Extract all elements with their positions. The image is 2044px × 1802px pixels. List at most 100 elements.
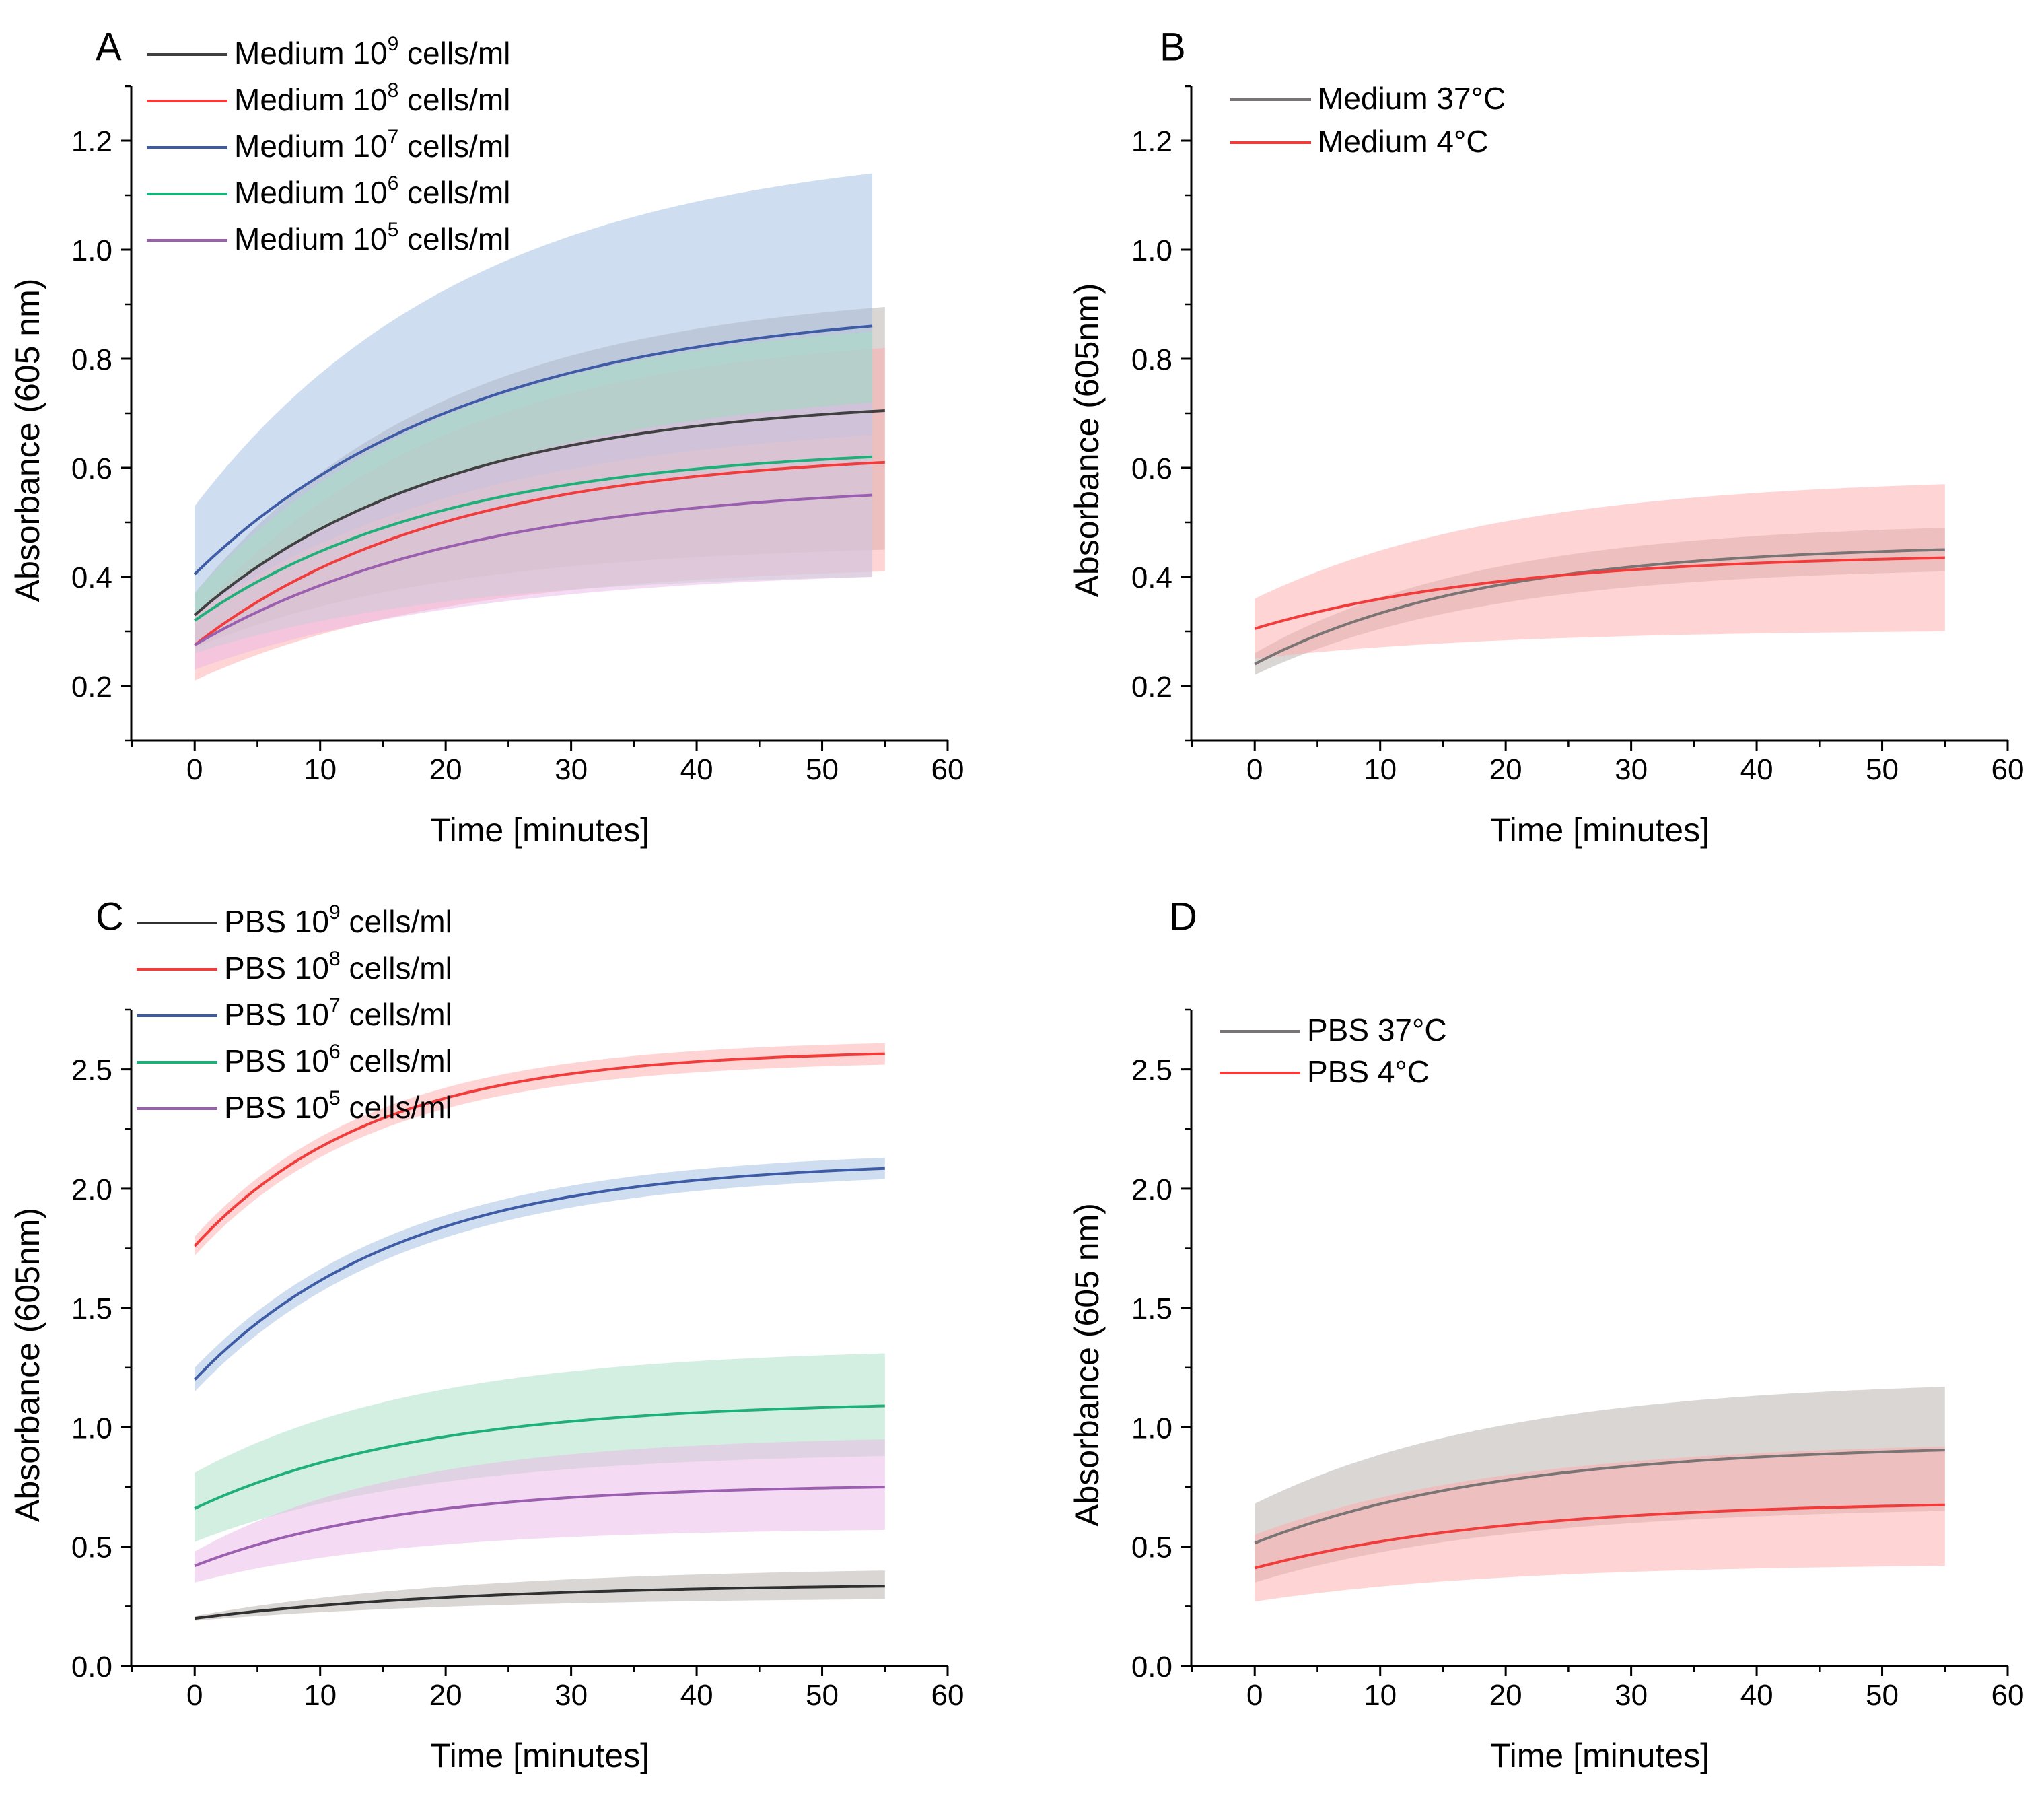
legend-item: Medium 106 cells/ml [147,172,510,210]
y-tick-label: 2.5 [1131,1054,1172,1087]
legend-label-exponent: 5 [388,219,399,241]
x-tick-label: 20 [429,753,462,786]
series-line-2 [193,460,885,646]
x-tick-label: 50 [1866,1679,1899,1712]
legend-label: PBS 107 cells/ml [224,994,452,1032]
y-tick-label: 1.5 [1131,1292,1172,1325]
y-axis-title: Absorbance (605 nm) [1068,1203,1106,1527]
x-tick-label: 60 [931,1679,964,1712]
series-line-2 [1254,1503,1945,1570]
legend-item: PBS 106 cells/ml [137,1041,452,1078]
legend-label-exponent: 9 [329,901,341,924]
legend-label-unit: cells/ml [341,1090,452,1125]
chart-panel-d: D 0 10 20 30 40 50 60 0.0 0.5 1.0 1.5 2.0 2.5 Time [mi… [1068,895,2024,1774]
series-line-1 [1254,548,1945,666]
x-tick-label: 30 [555,753,588,786]
x-tick-label: 0 [186,1679,203,1712]
series-line-3 [193,1167,885,1381]
y-tick-label: 1.0 [71,234,112,267]
legend-item: Medium 105 cells/ml [147,219,510,256]
x-tick-label: 30 [1615,1679,1648,1712]
y-axis-title: Absorbance (605 nm) [9,279,46,602]
chart-panel-c: C 0 10 20 30 40 50 60 0.0 0.5 1.0 1.5 2.0 2.5 Time [mi… [9,895,964,1774]
legend-item: PBS 108 cells/ml [137,948,452,985]
legend-label-base: PBS 10 [224,1043,329,1078]
x-tick-label: 0 [1246,1679,1263,1712]
series-line-1 [1254,1449,1945,1545]
x-tick-label: 20 [1489,1679,1522,1712]
y-tick-label: 0.2 [71,670,112,703]
legend-label-base: Medium 10 [234,129,388,164]
legend-item: Medium 109 cells/ml [147,33,510,71]
legend-label-unit: cells/ml [341,904,452,939]
x-axis-title: Time [minutes] [430,1737,649,1774]
legend-label: Medium 37°C [1318,81,1506,116]
series-line-5 [194,1486,885,1567]
legend-item: PBS 109 cells/ml [137,901,452,939]
y-tick-label: 1.2 [71,125,112,158]
legend-label-unit: cells/ml [341,997,452,1032]
y-tick-label: 2.5 [71,1054,112,1087]
legend-label: PBS 106 cells/ml [224,1041,452,1078]
y-tick-label: 1.0 [1131,1412,1172,1445]
x-tick-label: 50 [806,1679,839,1712]
legend-label: Medium 108 cells/ml [234,79,510,117]
x-tick-label: 10 [1364,753,1397,786]
x-tick-label: 30 [1615,753,1648,786]
legend-label-unit: cells/ml [398,129,510,164]
series-line-2 [193,1052,885,1247]
legend-item: Medium 4°C [1230,124,1489,159]
x-tick-label: 0 [1246,753,1263,786]
y-tick-label: 1.0 [71,1412,112,1445]
x-tick-label: 10 [304,753,337,786]
x-axis-title: Time [minutes] [1490,1737,1710,1774]
legend-label-exponent: 6 [388,172,399,195]
legend-label-unit: cells/ml [341,1043,452,1078]
series-lines [193,1052,885,1620]
panel-letter: C [96,895,124,939]
legend-label-exponent: 6 [329,1041,341,1063]
legend-label-base: Medium 10 [234,221,388,256]
y-tick-label: 0.6 [71,452,112,485]
y-tick-label: 0.8 [71,343,112,376]
x-tick-label: 0 [186,753,203,786]
x-tick-label: 60 [1992,753,2024,786]
series-line-4 [194,455,873,622]
legend-label-unit: cells/ml [398,82,510,117]
legend-item: PBS 105 cells/ml [137,1087,452,1125]
chart-panel-a: A 0 10 20 30 40 50 60 0.2 0.4 0.6 0.8 1.0 1.2 Time [mi… [9,26,964,849]
x-tick-label: 10 [1364,1679,1397,1712]
legend-label: PBS 109 cells/ml [224,901,452,939]
y-tick-label: 0.6 [1131,452,1172,485]
band-series-2 [1255,1446,1945,1602]
legend-item: PBS 37°C [1220,1012,1447,1047]
y-tick-label: 0.8 [1131,343,1172,376]
y-tick-label: 0.4 [71,561,112,594]
band-series-1 [195,1570,885,1621]
legend-label: PBS 4°C [1307,1054,1430,1089]
panel-letter: B [1160,26,1186,69]
legend-label-base: Medium 10 [234,36,388,71]
legend-label-base: PBS 10 [224,997,329,1032]
legend-label-base: Medium 10 [234,175,388,210]
x-tick-label: 20 [429,1679,462,1712]
y-tick-label: 2.0 [71,1173,112,1206]
legend-label-base: Medium 10 [234,82,388,117]
x-tick-label: 60 [1992,1679,2024,1712]
y-tick-label: 1.0 [1131,234,1172,267]
legend-item: PBS 107 cells/ml [137,994,452,1032]
y-tick-label: 1.5 [71,1292,112,1325]
legend-item: PBS 4°C [1220,1054,1430,1089]
y-tick-label: 0.5 [71,1531,112,1564]
legend-label-exponent: 7 [388,126,399,148]
legend-label: Medium 107 cells/ml [234,126,510,164]
y-axis-title: Absorbance (605nm) [1068,283,1106,598]
legend-item: Medium 107 cells/ml [147,126,510,164]
x-tick-label: 10 [304,1679,337,1712]
panel-letter: A [96,26,122,69]
legend-label-base: PBS 10 [224,950,329,985]
series-line-4 [194,1404,885,1510]
